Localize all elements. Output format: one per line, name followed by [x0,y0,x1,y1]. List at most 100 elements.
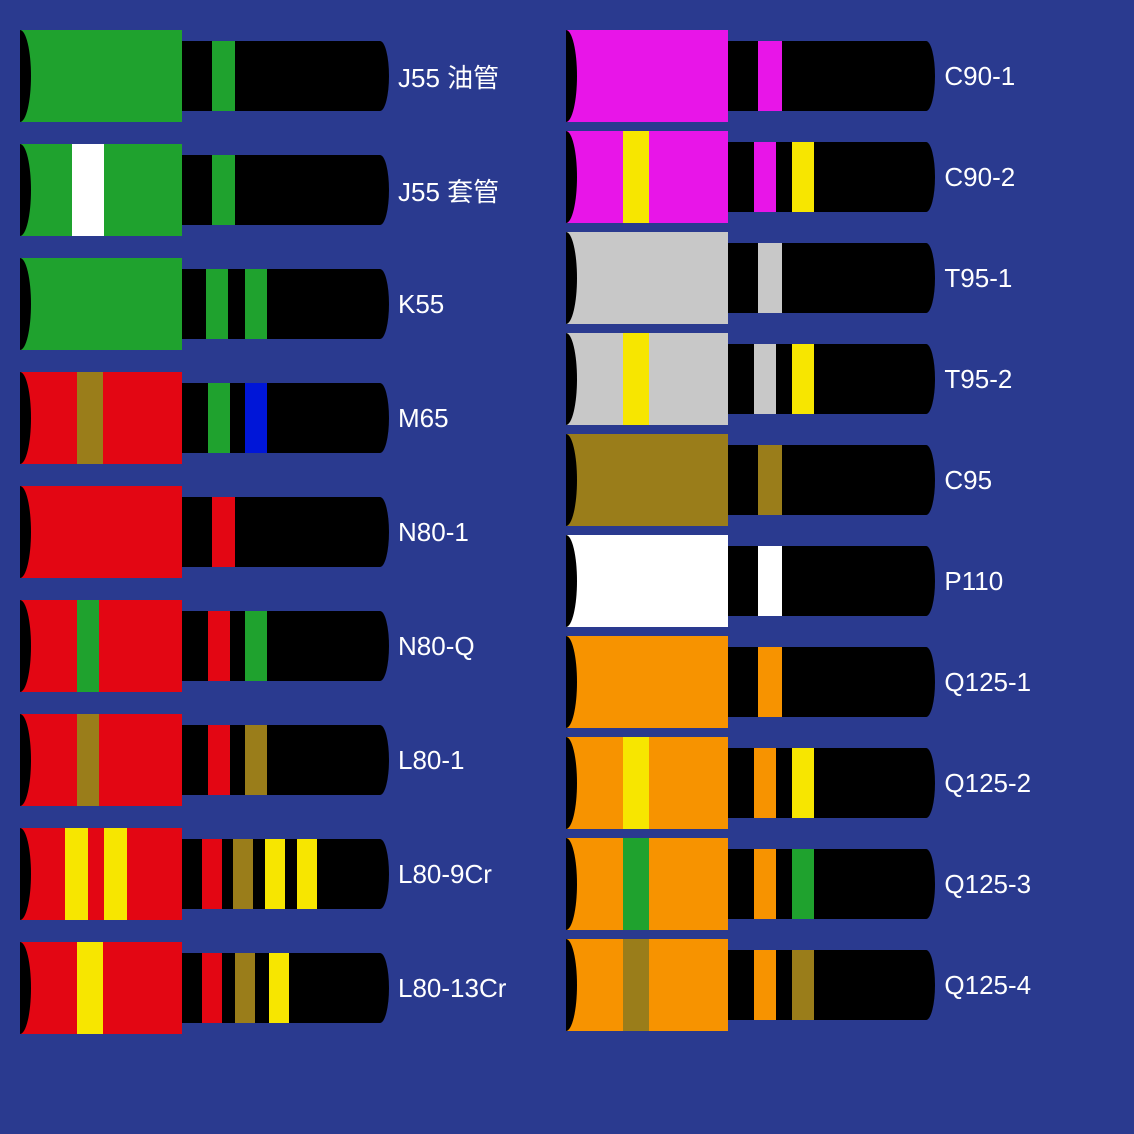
pipe-body [728,243,926,313]
pipe-body [182,41,380,111]
coupling-stripe [72,144,104,236]
coupling-stripe [65,828,88,920]
body-stripe [754,344,776,414]
pipe-diagram [566,636,926,728]
pipe-row: P110 [566,535,1031,627]
pipe-coupling [20,942,182,1034]
pipe-body [182,155,380,225]
pipe-row: Q125-2 [566,737,1031,829]
body-stripe [758,243,782,313]
pipe-body [728,950,926,1020]
pipe-diagram [20,600,380,692]
pipe-row: C90-2 [566,131,1031,223]
end-cap-right [371,155,389,225]
pipe-coupling [20,258,182,350]
pipe-body [728,546,926,616]
pipe-label: L80-13Cr [398,973,506,1004]
body-stripe [758,445,782,515]
end-cap-right [917,142,935,212]
pipe-coupling [566,939,728,1031]
pipe-label: Q125-4 [944,970,1031,1001]
pipe-row: L80-1 [20,714,506,806]
end-cap-right [917,41,935,111]
coupling-bg [566,535,728,627]
body-stripe [792,849,814,919]
body-stripe [233,839,253,909]
end-cap-right [917,344,935,414]
body-stripe [754,849,776,919]
pipe-diagram [566,333,926,425]
coupling-stripe [623,939,649,1031]
pipe-diagram [20,714,380,806]
coupling-bg [20,600,182,692]
coupling-bg [20,828,182,920]
pipe-label: Q125-3 [944,869,1031,900]
pipe-body [182,725,380,795]
pipe-row: N80-Q [20,600,506,692]
body-stripe [245,611,267,681]
pipe-coupling [566,838,728,930]
end-cap-right [917,445,935,515]
pipe-coupling [20,144,182,236]
pipe-coupling [566,636,728,728]
pipe-label: P110 [944,566,1003,597]
body-stripe [212,155,236,225]
pipe-body [182,269,380,339]
end-cap-right [371,497,389,567]
coupling-stripe [77,600,100,692]
pipe-row: T95-1 [566,232,1031,324]
body-stripe [208,725,230,795]
coupling-stripe [623,737,649,829]
pipe-diagram [20,828,380,920]
pipe-diagram [566,737,926,829]
pipe-row: Q125-3 [566,838,1031,930]
body-stripe [754,950,776,1020]
pipe-label: T95-1 [944,263,1012,294]
pipe-coupling [566,333,728,425]
end-cap-right [917,647,935,717]
pipe-diagram [20,258,380,350]
pipe-row: J55 油管 [20,30,506,122]
pipe-label: J55 油管 [398,58,499,95]
body-stripe [245,725,267,795]
pipe-coupling [566,232,728,324]
pipe-row: K55 [20,258,506,350]
body-stripe [212,41,236,111]
body-stripe [202,839,222,909]
end-cap-right [371,383,389,453]
pipe-label: Q125-2 [944,768,1031,799]
pipe-coupling [566,535,728,627]
pipe-coupling [20,714,182,806]
pipe-body [182,953,380,1023]
pipe-row: L80-9Cr [20,828,506,920]
pipe-body [728,849,926,919]
pipe-coupling [566,737,728,829]
pipe-row: C90-1 [566,30,1031,122]
body-stripe [758,647,782,717]
coupling-bg [20,258,182,350]
coupling-bg [566,30,728,122]
pipe-label: N80-Q [398,631,475,662]
pipe-row: M65 [20,372,506,464]
pipe-body [182,839,380,909]
body-stripe [212,497,236,567]
pipe-label: T95-2 [944,364,1012,395]
pipe-label: Q125-1 [944,667,1031,698]
pipe-diagram [566,939,926,1031]
pipe-coupling [566,30,728,122]
pipe-diagram [566,131,926,223]
pipe-row: T95-2 [566,333,1031,425]
pipe-label: C95 [944,465,992,496]
end-cap-right [917,546,935,616]
body-stripe [792,344,814,414]
pipe-row: C95 [566,434,1031,526]
body-stripe [792,950,814,1020]
body-stripe [245,383,267,453]
end-cap-right [917,243,935,313]
pipe-coupling [566,434,728,526]
body-stripe [208,611,230,681]
body-stripe [208,383,230,453]
coupling-stripe [104,828,127,920]
body-stripe [758,41,782,111]
coupling-stripe [77,372,103,464]
